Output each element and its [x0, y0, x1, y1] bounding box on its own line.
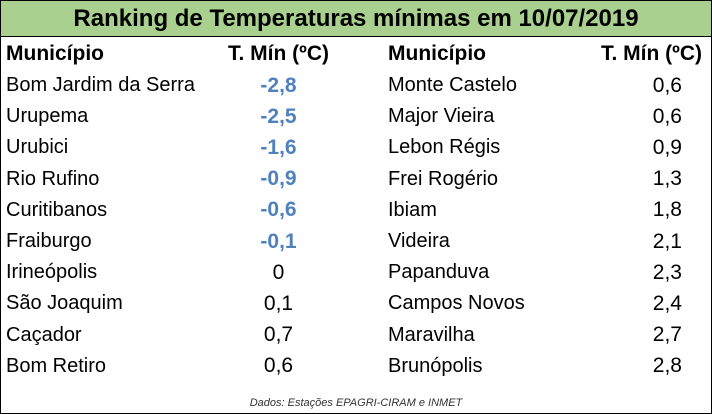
- left-table-body: Bom Jardim da Serra -2,8 Urupema -2,5 Urubic…: [1, 70, 341, 382]
- municipio-cell: Bom Retiro: [6, 354, 107, 377]
- left-ranking-table: Município T. Mín (ºC) Bom Jardim da Serr…: [1, 37, 341, 382]
- municipio-cell: Fraiburgo: [6, 230, 92, 253]
- header-tmin: T. Mín (ºC): [228, 41, 329, 65]
- table-row: Monte Castelo 0,6: [383, 70, 708, 101]
- tmin-cell: -0,1: [260, 229, 297, 253]
- header-tmin: T. Mín (ºC): [601, 41, 702, 65]
- tmin-cell: -0,6: [260, 198, 297, 222]
- tmin-cell: 1,8: [652, 198, 682, 222]
- municipio-cell: Urupema: [6, 105, 89, 128]
- tmin-cell: 0,6: [652, 73, 682, 97]
- table-row: Caçador 0,7: [1, 320, 341, 351]
- data-source-footnote: Dados: Estações EPAGRI-CIRAM e INMET: [249, 397, 463, 409]
- table-row: Maravilha 2,7: [383, 320, 708, 351]
- table-row: Campos Novos 2,4: [383, 288, 708, 319]
- tmin-cell: -2,8: [260, 73, 297, 97]
- table-row: Major Vieira 0,6: [383, 101, 708, 132]
- tmin-cell: 0,7: [263, 323, 294, 347]
- municipio-cell: Caçador: [6, 323, 82, 346]
- tmin-cell: 2,8: [652, 354, 682, 378]
- municipio-cell: Bom Jardim da Serra: [6, 74, 195, 97]
- municipio-cell: Videira: [388, 230, 450, 253]
- table-row: Rio Rufino -0,9: [1, 164, 341, 195]
- table-row: Frei Rogério 1,3: [383, 164, 708, 195]
- table-row: Lebon Régis 0,9: [383, 132, 708, 163]
- municipio-cell: Campos Novos: [388, 292, 525, 315]
- municipio-cell: Urubici: [6, 136, 69, 159]
- right-table-body: Monte Castelo 0,6 Major Vieira 0,6 Lebon Rég…: [383, 70, 708, 382]
- table-row: Curitibanos -0,6: [1, 195, 341, 226]
- table-row: Fraiburgo -0,1: [1, 226, 341, 257]
- table-row: Urubici -1,6: [1, 132, 341, 163]
- municipio-cell: Irineópolis: [6, 261, 98, 284]
- table-row: Videira 2,1: [383, 226, 708, 257]
- tmin-cell: -1,6: [260, 135, 297, 159]
- tmin-cell: 0,6: [263, 354, 294, 378]
- municipio-cell: São Joaquim: [6, 292, 123, 315]
- tmin-cell: 0: [272, 260, 285, 284]
- municipio-cell: Major Vieira: [388, 105, 495, 128]
- tmin-cell: 0,6: [652, 104, 682, 128]
- municipio-cell: Brunópolis: [388, 354, 483, 377]
- table-row: Brunópolis 2,8: [383, 351, 708, 382]
- ranking-title: Ranking de Temperaturas mínimas em 10/07…: [1, 1, 711, 37]
- municipio-cell: Papanduva: [388, 261, 490, 284]
- header-row: Município T. Mín (ºC): [383, 37, 708, 70]
- table-row: Irineópolis 0: [1, 257, 341, 288]
- table-row: Papanduva 2,3: [383, 257, 708, 288]
- municipio-cell: Rio Rufino: [6, 167, 100, 190]
- tmin-cell: 0,9: [652, 135, 682, 159]
- header-municipio: Município: [388, 41, 486, 65]
- municipio-cell: Ibiam: [388, 198, 437, 221]
- table-row: Bom Jardim da Serra -2,8: [1, 70, 341, 101]
- tmin-cell: -0,9: [260, 167, 297, 191]
- table-row: Urupema -2,5: [1, 101, 341, 132]
- municipio-cell: Monte Castelo: [388, 74, 517, 97]
- header-municipio: Município: [6, 41, 104, 65]
- table-row: São Joaquim 0,1: [1, 288, 341, 319]
- municipio-cell: Curitibanos: [6, 198, 108, 221]
- tmin-cell: 2,7: [652, 323, 682, 347]
- municipio-cell: Maravilha: [388, 323, 475, 346]
- tmin-cell: 0,1: [263, 291, 294, 315]
- tmin-cell: 2,1: [652, 229, 682, 253]
- table-row: Ibiam 1,8: [383, 195, 708, 226]
- municipio-cell: Frei Rogério: [388, 167, 499, 190]
- right-ranking-table: Município T. Mín (ºC) Monte Castelo 0,6 Ma…: [383, 37, 708, 382]
- table-row: Bom Retiro 0,6: [1, 351, 341, 382]
- header-row: Município T. Mín (ºC): [1, 37, 341, 70]
- tmin-cell: 1,3: [652, 167, 682, 191]
- tmin-cell: -2,5: [260, 104, 297, 128]
- tmin-cell: 2,4: [652, 291, 682, 315]
- tmin-cell: 2,3: [652, 260, 682, 284]
- municipio-cell: Lebon Régis: [388, 136, 501, 159]
